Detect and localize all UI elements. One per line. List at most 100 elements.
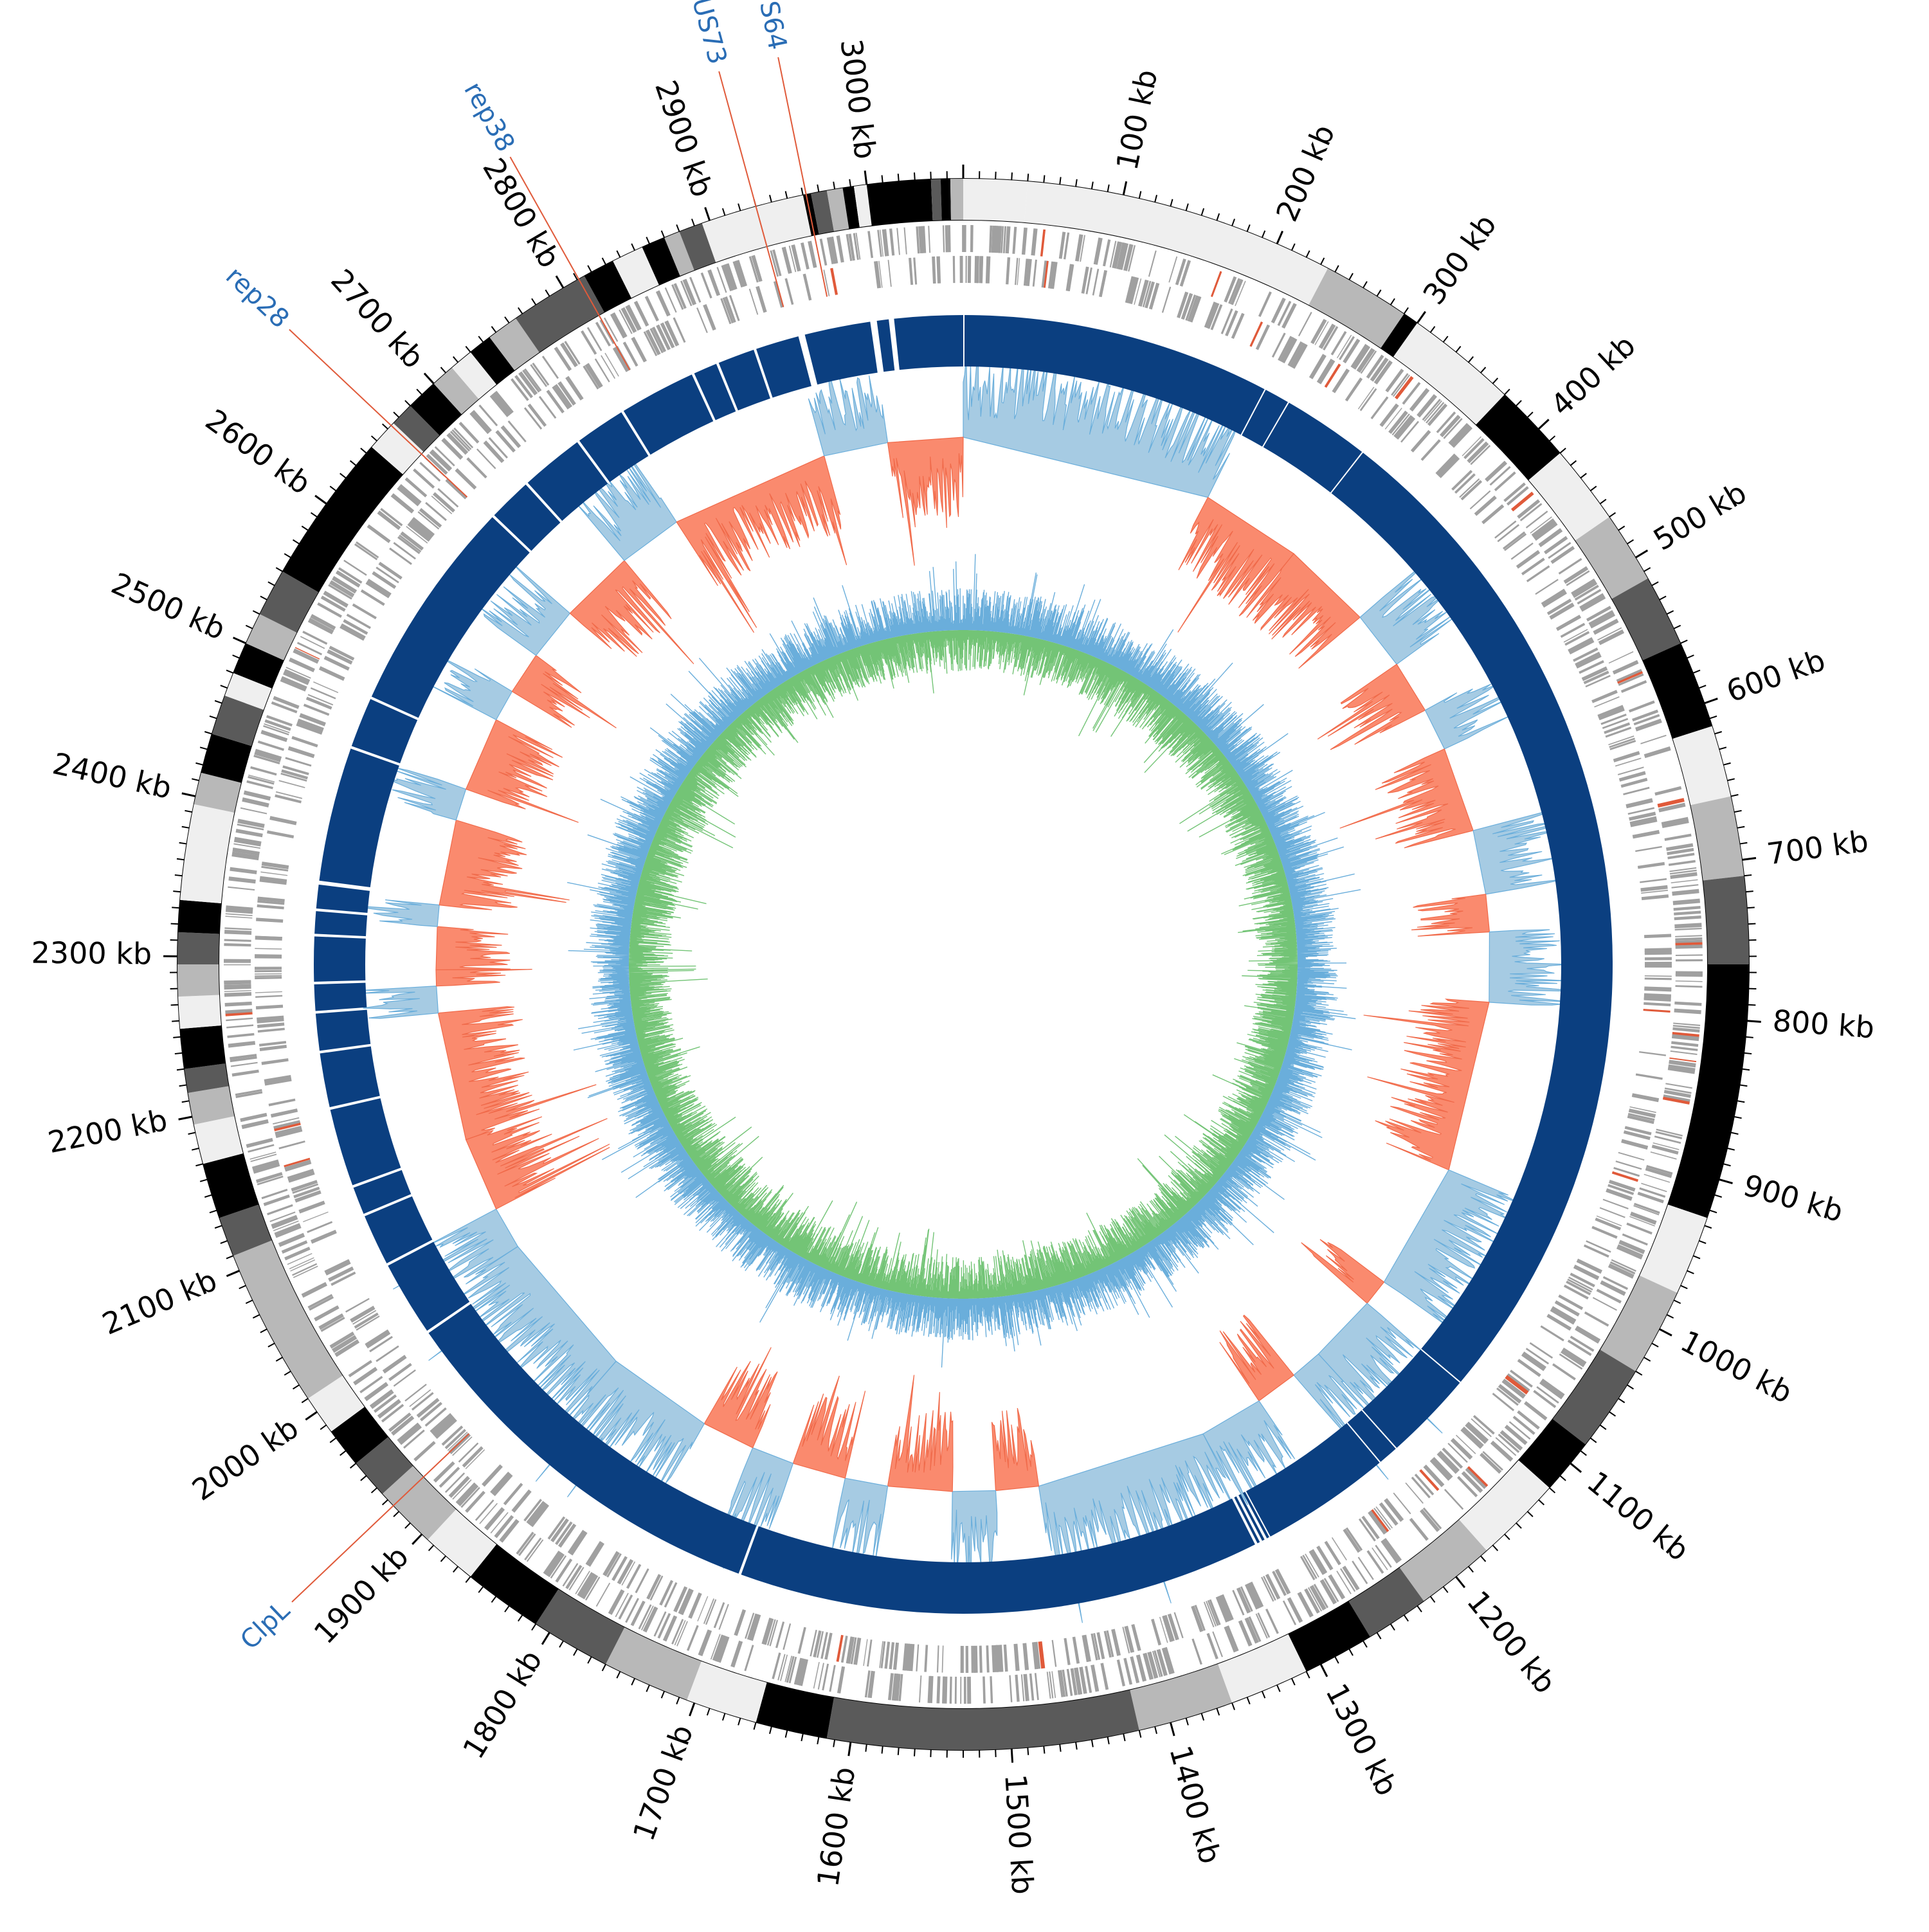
scale-tick xyxy=(1417,312,1426,323)
cds-mark xyxy=(1033,260,1037,287)
scale-tick xyxy=(914,172,915,180)
scale-tick xyxy=(1580,1450,1586,1455)
karyotype-band xyxy=(687,1661,766,1722)
scale-tick xyxy=(1680,640,1687,644)
cds-mark xyxy=(960,256,963,283)
cds-mark xyxy=(1552,1363,1576,1380)
scale-tick xyxy=(690,1702,695,1716)
cds-mark xyxy=(255,954,282,959)
scale-tick xyxy=(898,1747,899,1755)
highlight-label-clpl: ClpL xyxy=(235,1595,296,1656)
scale-tick xyxy=(1590,1438,1597,1442)
cds-mark xyxy=(1676,980,1703,982)
cds-mark xyxy=(888,260,892,287)
scale-tick xyxy=(394,412,399,417)
scale-tick xyxy=(233,655,240,658)
scale-tick xyxy=(179,1117,193,1119)
cds-mark xyxy=(896,228,900,255)
scale-tick xyxy=(723,208,725,215)
cds-mark xyxy=(1635,846,1662,852)
scale-tick xyxy=(505,317,509,323)
scale-tick xyxy=(676,224,679,231)
cds-mark xyxy=(932,257,936,284)
scale-tick xyxy=(1560,1476,1566,1481)
scale-tick xyxy=(424,374,434,384)
cds-mark xyxy=(1674,916,1701,920)
cds-mark xyxy=(1283,1600,1296,1625)
scale-tick xyxy=(302,1398,308,1403)
contig-block xyxy=(316,885,370,913)
scale-tick xyxy=(1667,611,1674,614)
tick-label-1: 100 kb xyxy=(1109,66,1164,173)
gc-skew-negative xyxy=(570,561,694,664)
scale-tick xyxy=(1292,244,1295,251)
karyotype-band xyxy=(950,179,963,220)
cds-mark xyxy=(1671,880,1698,883)
gc-skew-negative xyxy=(676,456,846,633)
scale-tick xyxy=(330,486,336,491)
scale-tick xyxy=(1609,512,1616,517)
cds-mark xyxy=(1616,1160,1642,1169)
cds-mark xyxy=(365,1330,389,1347)
tick-label-21: 2100 kb xyxy=(97,1263,222,1342)
cds-mark xyxy=(232,1070,259,1077)
scale-tick xyxy=(1674,626,1681,629)
scale-tick xyxy=(394,1512,399,1517)
scale-tick xyxy=(1306,1671,1309,1678)
cds-mark xyxy=(1645,977,1672,980)
cds-mark xyxy=(986,257,991,284)
scale-tick xyxy=(1687,1270,1694,1274)
scale-tick xyxy=(405,401,410,406)
scale-tick xyxy=(177,1069,185,1070)
scale-tick xyxy=(1740,1085,1748,1086)
cds-mark xyxy=(255,991,282,993)
scale-tick xyxy=(1232,1702,1235,1710)
scale-tick xyxy=(441,367,446,373)
cds-mark xyxy=(1409,1518,1429,1541)
scale-tick xyxy=(340,473,346,478)
scale-tick xyxy=(1659,1329,1671,1335)
scale-tick xyxy=(195,763,203,765)
contig-block xyxy=(319,748,399,887)
cds-mark xyxy=(687,1625,699,1651)
cds-mark xyxy=(1638,862,1665,869)
scale-tick xyxy=(1492,378,1498,384)
scale-tick xyxy=(1710,716,1717,719)
karyotype-band xyxy=(180,1025,225,1069)
scale-tick xyxy=(1740,843,1748,844)
scale-tick xyxy=(754,1722,756,1730)
cds-mark xyxy=(1576,654,1602,669)
scale-tick xyxy=(1456,1576,1465,1587)
cds-mark xyxy=(1645,975,1672,977)
cds-mark xyxy=(820,239,828,266)
cds-mark xyxy=(225,916,252,918)
cds-mark xyxy=(1052,1640,1057,1667)
scale-tick xyxy=(1349,273,1353,280)
cds-mark xyxy=(1665,834,1692,841)
cds-mark xyxy=(1283,304,1296,329)
cds-mark xyxy=(749,289,758,315)
cds-mark xyxy=(1345,377,1363,401)
cds-mark xyxy=(676,1621,688,1646)
cds-mark xyxy=(1258,291,1272,317)
scale-tick xyxy=(1667,1315,1674,1318)
cds-mark xyxy=(1674,923,1701,928)
cds-mark xyxy=(1676,954,1703,956)
tick-label-15: 1500 kb xyxy=(998,1773,1040,1896)
scale-tick xyxy=(182,1101,190,1102)
cds-mark xyxy=(1257,1612,1270,1638)
cds-mark xyxy=(1343,1529,1361,1553)
highlight-label-rep38: rep38 xyxy=(458,77,520,157)
contig-block xyxy=(894,315,963,370)
scale-tick xyxy=(1580,473,1586,478)
scale-tick xyxy=(453,1566,458,1572)
scale-tick xyxy=(1680,1285,1687,1288)
scale-tick xyxy=(429,1545,434,1551)
karyotype-band xyxy=(1130,1664,1232,1730)
scale-tick xyxy=(253,611,260,614)
scale-tick xyxy=(1505,1534,1510,1540)
scale-tick xyxy=(1292,1678,1295,1685)
scale-tick xyxy=(849,179,851,187)
scale-tick xyxy=(1644,568,1650,572)
scale-tick xyxy=(246,1300,253,1303)
